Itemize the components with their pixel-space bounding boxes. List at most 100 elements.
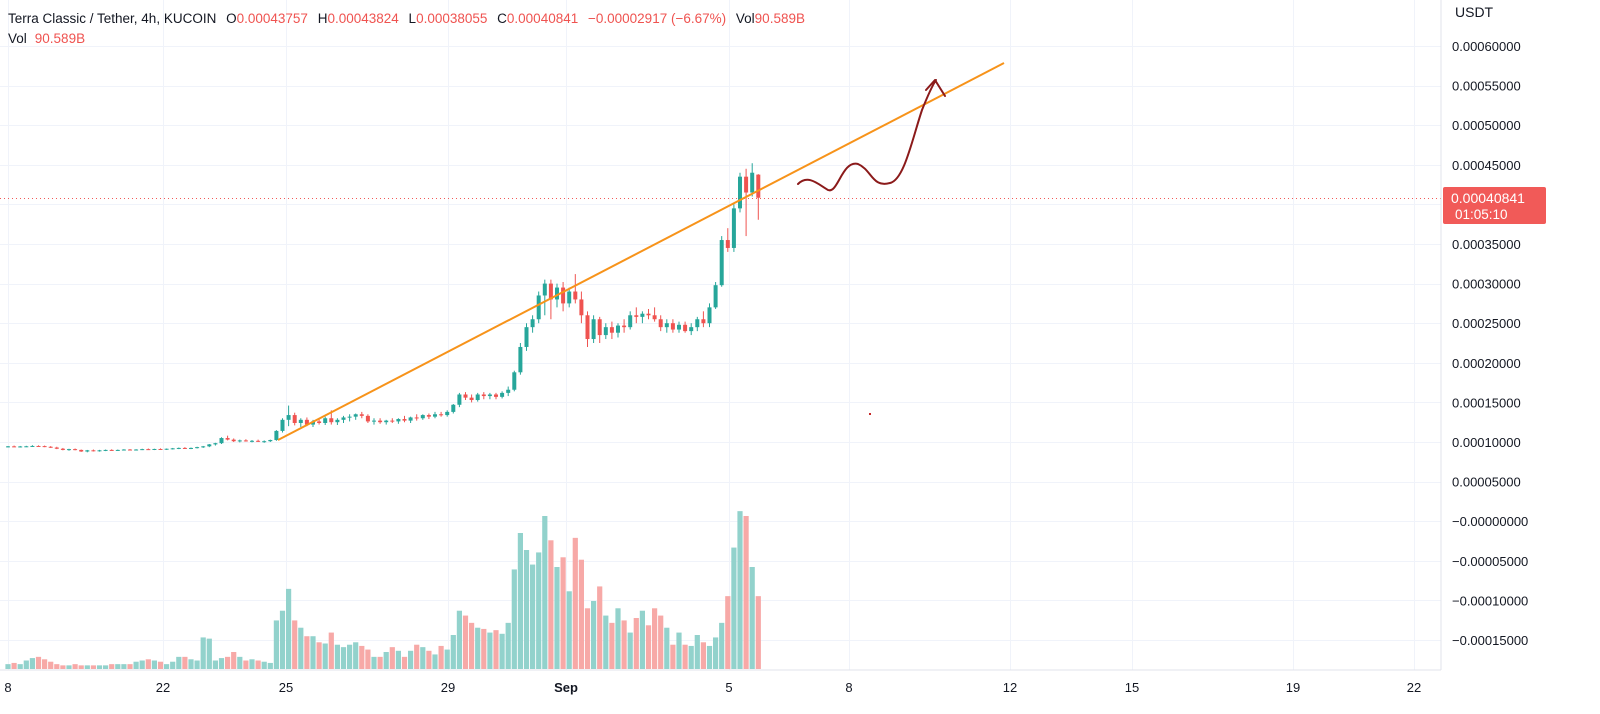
candle [207,443,212,448]
candle [347,414,352,422]
candle [683,321,688,333]
volume-bar [652,608,658,669]
symbol-title[interactable]: Terra Classic / Tether, 4h, KUCOIN [8,11,217,26]
candle [609,321,614,340]
volume-bar [218,658,225,669]
candle [146,448,151,451]
volume-bar [66,665,72,669]
time-axis-ticks[interactable]: 8 22 25 29 Sep 5 8 12 15 19 22 [4,680,1421,695]
price-tick-label: 0.00035000 [1452,237,1521,252]
candle-body [628,315,633,328]
candle [292,412,297,426]
candle-body [286,415,291,420]
candle [182,447,187,449]
candle-body [298,419,303,423]
candle-body [530,319,535,328]
volume-bar [499,633,505,669]
candle-body [725,240,730,248]
candle-body [561,287,566,304]
volume-bar [304,636,310,669]
volume-bar [249,659,255,669]
volume-bar [11,662,17,669]
volume-bar [316,642,322,669]
volume-bar [42,659,48,669]
candle-body [91,450,96,452]
candle [60,447,65,451]
candle-body [311,421,315,425]
bar-countdown: 01:05:10 [1455,207,1508,222]
candle [24,445,29,448]
volume-bar [286,588,292,669]
volume-bar [578,559,584,669]
candle [158,448,163,450]
price-axis-ticks[interactable]: 0.00060000 0.00055000 0.00050000 0.00045000… [1452,39,1528,648]
candle-body [292,415,297,423]
candle-body [756,174,761,198]
candle [475,392,480,402]
volume-bar [35,656,42,669]
volume-bar [121,664,127,669]
volume-legend: Vol 90.589B [8,29,85,49]
candle [719,236,724,287]
candle-body [457,394,462,405]
candle [48,446,53,448]
candle [524,323,529,351]
candle [280,418,285,433]
candle-body [542,283,547,296]
volume-bar [560,557,566,669]
candle [756,174,761,220]
candle-body [323,418,328,423]
volume-bar [420,647,426,669]
last-price-value: 0.00040841 [1451,190,1525,206]
candle-body [585,315,590,340]
volume-bar [139,660,145,669]
candle [30,445,35,447]
candle [79,449,84,452]
volume-bar [554,567,560,669]
volume-bar [639,610,645,669]
candle-body [115,449,120,451]
candle-body [512,372,517,390]
volume-bar [682,644,688,669]
candle [12,445,17,448]
candle [548,279,553,320]
candle-body [695,319,700,328]
candle-body [67,449,71,451]
candle [664,319,669,333]
volume-bar [23,660,29,669]
candle [713,282,718,309]
price-tick-label: 0.00045000 [1452,158,1521,173]
candle-body [317,421,322,423]
candle-body [567,291,572,304]
candle [518,343,523,375]
candle [176,447,181,450]
candle-body [469,397,474,401]
candle-body [402,419,407,421]
volume-bar [340,647,347,669]
candle-body [579,299,584,316]
trendline[interactable] [277,62,1005,441]
candle-body [670,323,675,330]
volume-bar [694,635,700,669]
candle-body [451,404,456,412]
candle [91,449,96,452]
candle [170,447,175,450]
candle-body [329,418,334,423]
volume-bar [548,540,554,669]
candle-body [609,327,614,333]
candle [323,416,328,425]
volume-bar [29,658,35,669]
candle [231,438,236,442]
projection-drawing[interactable] [797,79,937,192]
price-tick-label: 0.00055000 [1452,79,1521,94]
candle-body [231,439,236,442]
volume-bar [353,642,359,669]
volume-bar [383,652,389,669]
volume-bar [414,644,420,669]
candle-body [18,446,23,448]
candle [628,311,633,330]
candle-body [97,450,102,452]
volume-bar [621,620,627,669]
candle [494,392,498,400]
